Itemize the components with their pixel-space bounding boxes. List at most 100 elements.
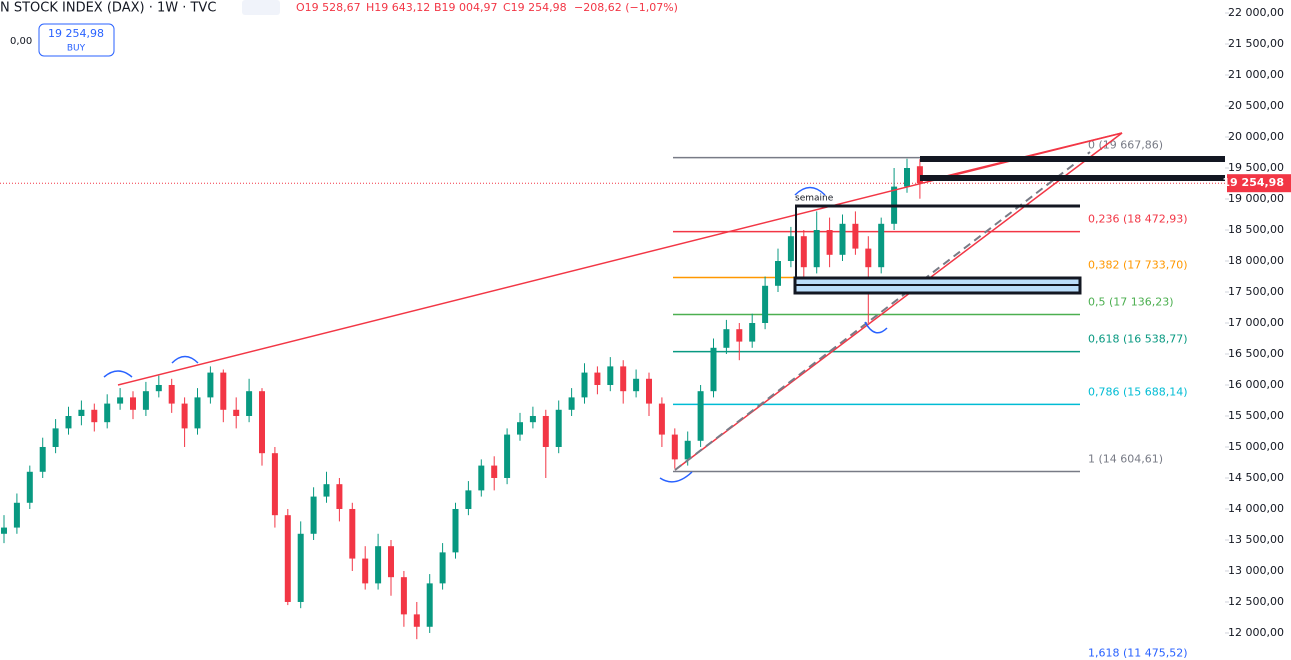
fib-label: 0,786 (15 688,14) xyxy=(1088,385,1188,398)
ohlc-high: H19 643,12 xyxy=(366,1,430,14)
y-tick-label: 14 500,00 xyxy=(1228,471,1284,484)
y-tick-label: 19 500,00 xyxy=(1228,161,1284,174)
dashed-line xyxy=(674,151,1091,471)
candle-body xyxy=(26,471,33,503)
candle-body xyxy=(878,223,885,268)
spread: 0,00 xyxy=(10,36,32,47)
symbol-title: N STOCK INDEX (DAX) · 1W · TVC xyxy=(0,1,216,16)
candle-body xyxy=(349,508,356,559)
candle-body xyxy=(852,223,859,249)
price-tag-label: 19 254,98 xyxy=(1222,176,1284,189)
candle-body xyxy=(155,384,162,392)
candle-body xyxy=(762,285,769,323)
candle-body xyxy=(800,236,807,268)
candle-body xyxy=(775,260,781,286)
fib-label: 0,618 (16 538,77) xyxy=(1088,333,1188,346)
trend-line xyxy=(117,132,1123,386)
zone xyxy=(920,156,1225,162)
fib-label: 0,236 (18 472,93) xyxy=(1088,213,1188,226)
candle-body xyxy=(504,434,511,478)
candle-body xyxy=(194,397,201,429)
candle-body xyxy=(710,347,717,392)
candle-body xyxy=(233,409,240,416)
candle-body xyxy=(787,236,794,261)
y-axis: 12 000,00 12 500,00 13 000,00 13 500,00 14 0… xyxy=(1222,6,1291,639)
candle-body xyxy=(581,372,588,398)
candle-body xyxy=(633,378,640,392)
candle-body xyxy=(452,508,459,553)
ohlc-open: O19 528,67 xyxy=(296,1,361,14)
arc xyxy=(794,186,826,196)
annotation: semaine xyxy=(795,194,834,204)
y-tick-label: 21 000,00 xyxy=(1228,68,1284,81)
y-tick-label: 17 500,00 xyxy=(1228,285,1284,298)
y-tick-label: 13 000,00 xyxy=(1228,564,1284,577)
candle-body xyxy=(142,391,149,410)
arc xyxy=(659,471,693,483)
y-tick-label: 18 000,00 xyxy=(1228,254,1284,267)
y-tick-label: 15 000,00 xyxy=(1228,440,1284,453)
y-tick-label: 16 500,00 xyxy=(1228,347,1284,360)
candle-body xyxy=(813,230,820,268)
drawings xyxy=(103,132,1225,483)
candle-body xyxy=(207,372,214,398)
y-tick-label: 19 000,00 xyxy=(1228,192,1284,205)
ohlc-close: C19 254,98 xyxy=(503,1,567,14)
candle-body xyxy=(375,546,382,584)
candle-body xyxy=(104,403,111,423)
candle-body xyxy=(336,484,343,509)
buy-price: 19 254,98 xyxy=(48,27,104,40)
candle-body xyxy=(117,397,124,404)
plot: 0 (19 667,86) 0,236 (18 472,93) 0,382 (17 … xyxy=(0,139,1225,659)
candle-body xyxy=(39,446,46,472)
y-tick-label: 22 000,00 xyxy=(1228,6,1284,19)
candle-body xyxy=(697,391,704,441)
fib-label: 1 (14 604,61) xyxy=(1088,452,1163,465)
candle-body xyxy=(555,409,562,447)
buy-label: BUY xyxy=(67,44,86,54)
candle-body xyxy=(478,465,485,491)
candle-body xyxy=(259,391,265,454)
candle-body xyxy=(130,397,136,410)
y-tick-label: 12 500,00 xyxy=(1228,595,1284,608)
candle-body xyxy=(736,329,743,342)
candle-body xyxy=(671,434,678,460)
candle-body xyxy=(400,577,407,615)
candle-body xyxy=(439,552,446,584)
candle-body xyxy=(426,583,433,627)
indicator-button[interactable] xyxy=(242,0,280,15)
fib-label: 0,382 (17 733,70) xyxy=(1088,259,1188,272)
candle-body xyxy=(465,490,472,509)
candle-body xyxy=(607,366,614,385)
candle-body xyxy=(491,465,498,478)
candle-body xyxy=(271,453,278,516)
candle-body xyxy=(91,409,98,423)
candle-body xyxy=(323,484,330,497)
candle-body xyxy=(723,329,730,348)
y-tick-label: 15 500,00 xyxy=(1228,409,1284,422)
candle-body xyxy=(916,166,923,184)
candle-body xyxy=(413,614,420,627)
y-tick-label: 16 000,00 xyxy=(1228,378,1284,391)
arc xyxy=(103,370,133,378)
candle-body xyxy=(529,415,536,423)
candle-body xyxy=(568,397,575,410)
candle-body xyxy=(362,558,369,584)
buy-button[interactable] xyxy=(38,23,115,57)
candle-body xyxy=(684,440,691,460)
candle-body xyxy=(65,415,72,429)
candle-body xyxy=(658,403,665,435)
zone-line xyxy=(795,206,797,294)
zone xyxy=(920,175,1225,181)
candle-body xyxy=(646,378,652,404)
candle-body xyxy=(594,372,601,385)
y-tick-label: 13 500,00 xyxy=(1228,533,1284,546)
candle-body xyxy=(542,415,549,447)
candle-body xyxy=(826,230,833,255)
fib-label: 1,618 (11 475,52) xyxy=(1088,646,1188,659)
ohlc-low: B19 004,97 xyxy=(434,1,498,14)
y-tick-label: 20 500,00 xyxy=(1228,99,1284,112)
fib-label: 0 (19 667,86) xyxy=(1088,139,1163,152)
